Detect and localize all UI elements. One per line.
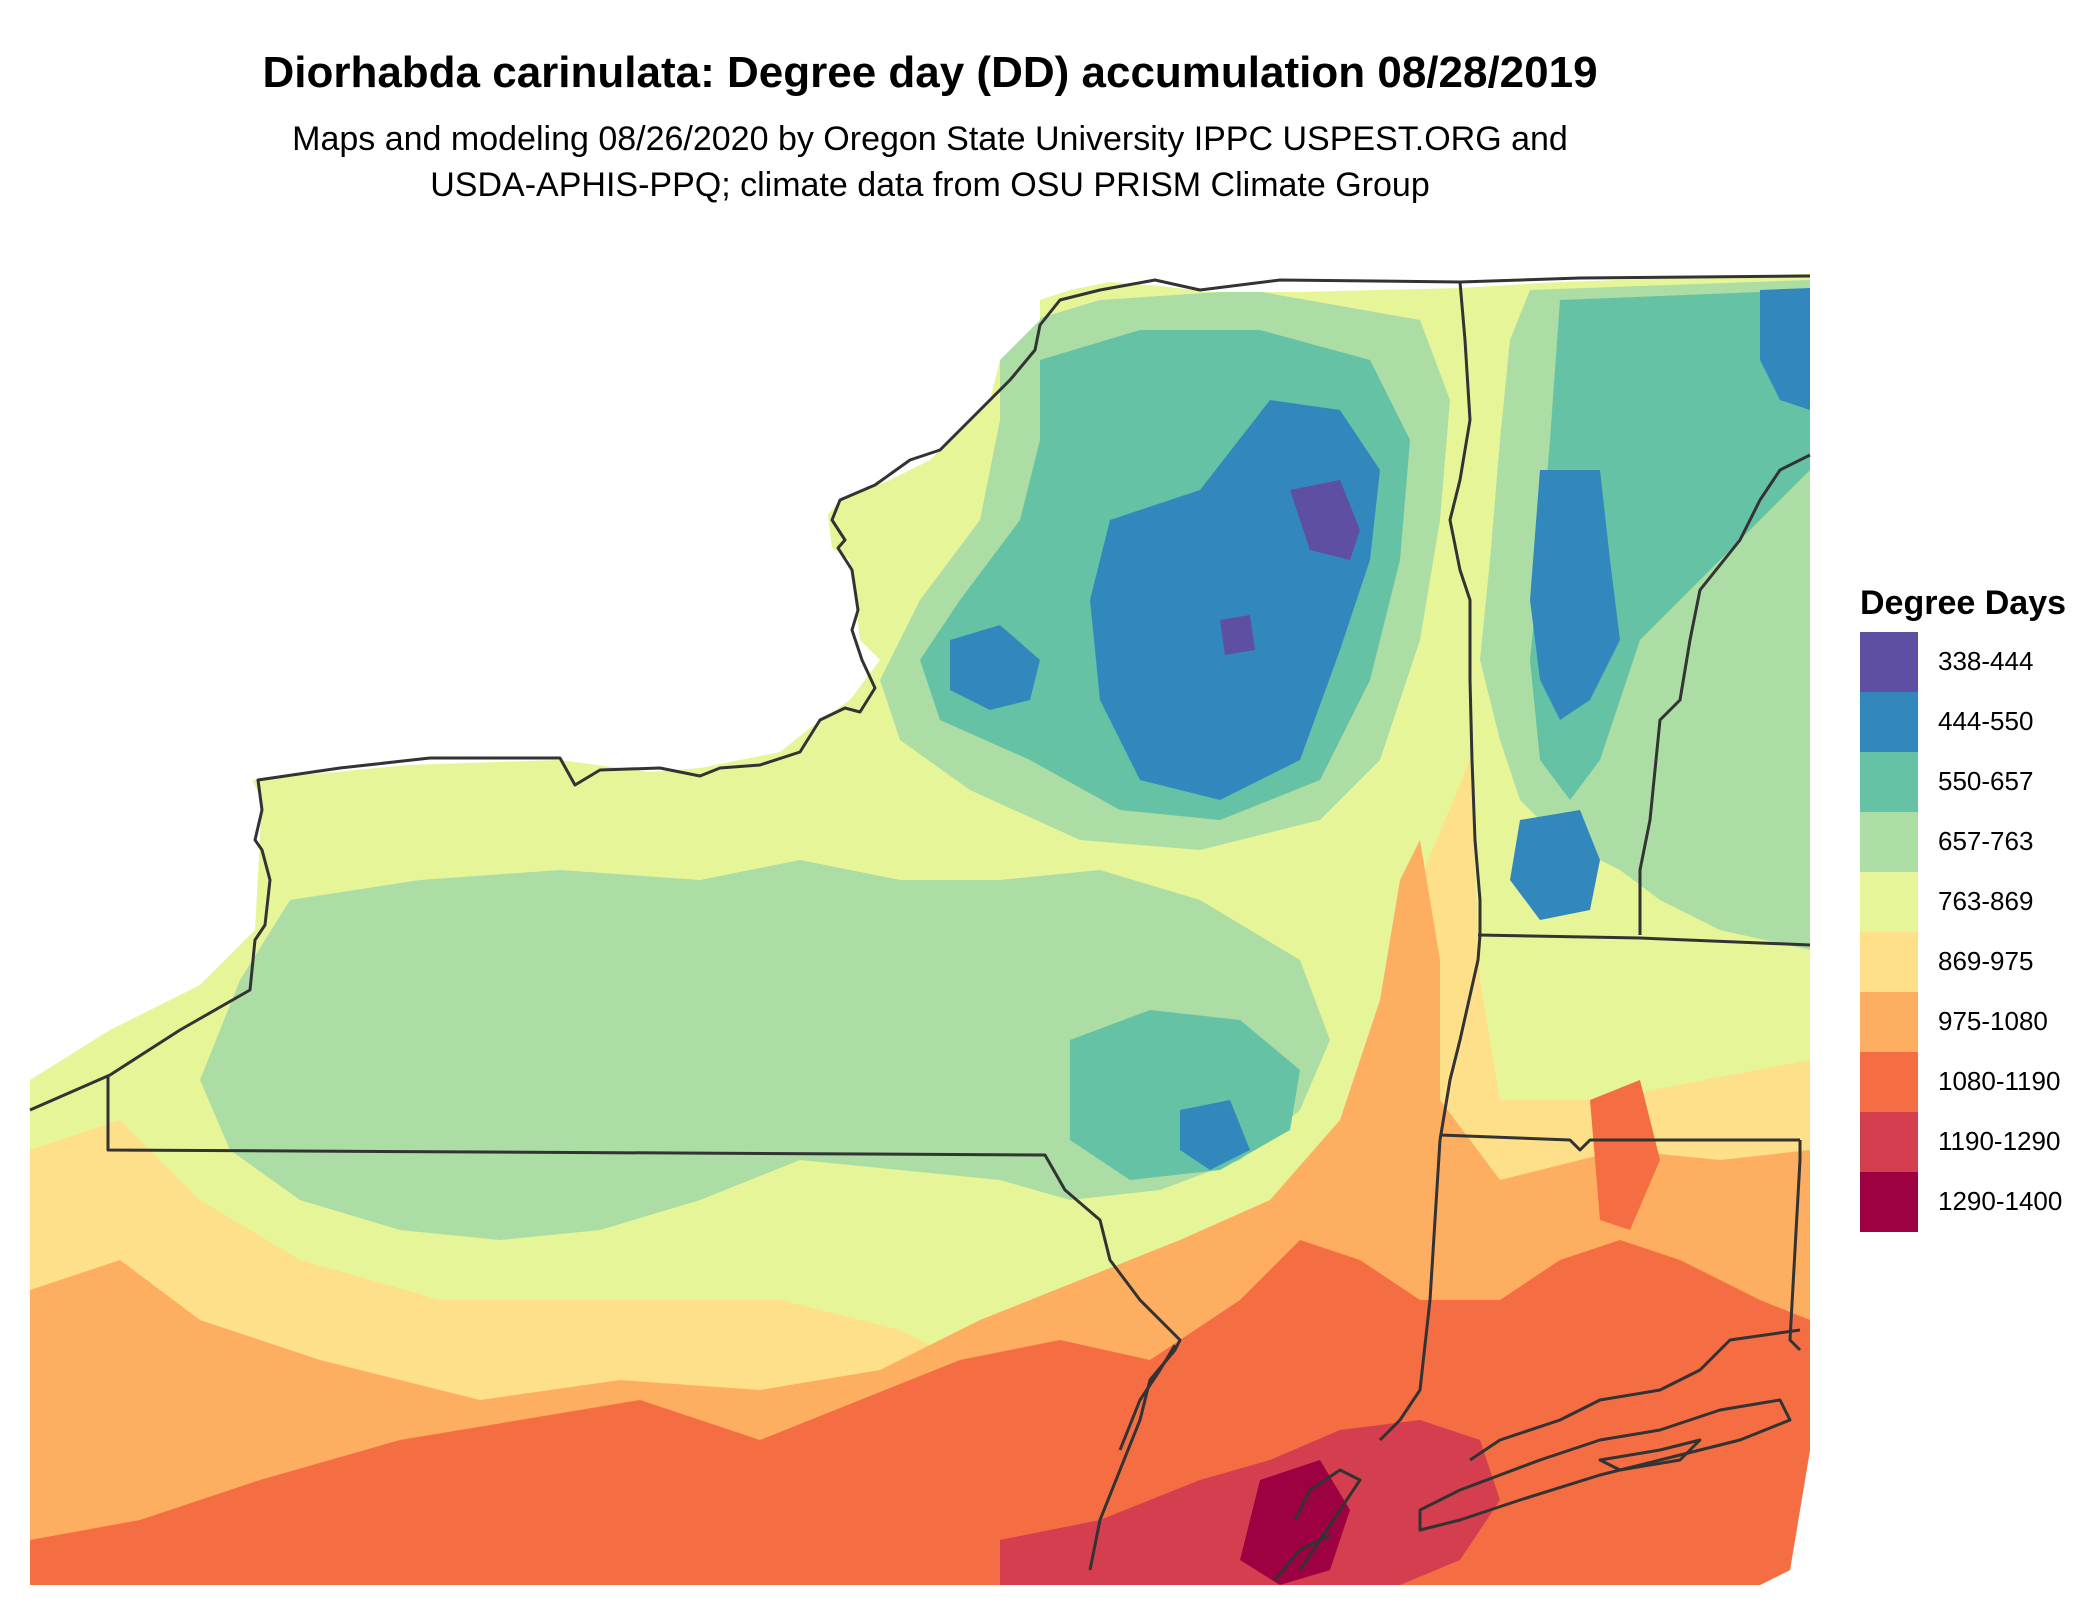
map-raster	[30, 274, 1810, 1585]
legend-item: 338-444	[1860, 632, 2090, 692]
legend-swatch	[1860, 1112, 1918, 1172]
legend-label: 657-763	[1938, 826, 2034, 856]
region-fill-444-550	[950, 625, 1040, 710]
legend-label: 1290-1400	[1938, 1186, 2063, 1216]
legend-item: 1190-1290	[1860, 1112, 2090, 1172]
legend-swatch	[1860, 1172, 1918, 1232]
legend-label: 869-975	[1938, 946, 2034, 976]
state-boundaries	[29, 274, 1811, 1581]
map-subtitle-line1: Maps and modeling 08/26/2020 by Oregon S…	[292, 120, 1568, 158]
legend-swatch	[1860, 992, 1918, 1052]
legend-item: 763-869	[1860, 872, 2090, 932]
region-fill-657-763	[200, 860, 1330, 1240]
legend-label: 338-444	[1938, 646, 2034, 676]
legend-swatch	[1860, 932, 1918, 992]
legend-item: 1080-1190	[1860, 1052, 2090, 1112]
legend-swatch	[1860, 1052, 1918, 1112]
region-fill-444-550	[1180, 1100, 1250, 1170]
legend-label: 1190-1290	[1938, 1126, 2061, 1156]
legend-label: 444-550	[1938, 706, 2034, 736]
legend-label: 550-657	[1938, 766, 2034, 796]
region-fill-1190-1290	[1000, 1420, 1500, 1585]
legend-item: 550-657	[1860, 752, 2090, 812]
map-title: Diorhabda carinulata: Degree day (DD) ac…	[262, 48, 1598, 97]
region-fill-444-550	[1530, 470, 1620, 720]
legend-swatch	[1860, 872, 1918, 932]
region-fill-1290-1400	[1240, 1460, 1350, 1585]
legend-item: 975-1080	[1860, 992, 2090, 1052]
region-fill-338-444	[1290, 480, 1360, 560]
legend-title: Degree Days	[1860, 584, 2067, 622]
legend-label: 975-1080	[1938, 1006, 2048, 1036]
region-fill-1080-1190	[1590, 1080, 1660, 1230]
legend-swatch	[1860, 812, 1918, 872]
legend-item: 444-550	[1860, 692, 2090, 752]
legend-swatch	[1860, 752, 1918, 812]
legend-label: 763-869	[1938, 886, 2034, 916]
legend-swatch	[1860, 632, 1918, 692]
legend-swatch	[1860, 692, 1918, 752]
region-fill-444-550	[1760, 288, 1810, 410]
legend-item: 869-975	[1860, 932, 2090, 992]
region-fill-444-550	[1510, 810, 1600, 920]
legend-item: 1290-1400	[1860, 1172, 2090, 1232]
legend-label: 1080-1190	[1938, 1066, 2061, 1096]
map-subtitle-line2: USDA-APHIS-PPQ; climate data from OSU PR…	[430, 166, 1430, 204]
region-fill-338-444	[1220, 615, 1255, 655]
legend-item: 657-763	[1860, 812, 2090, 872]
